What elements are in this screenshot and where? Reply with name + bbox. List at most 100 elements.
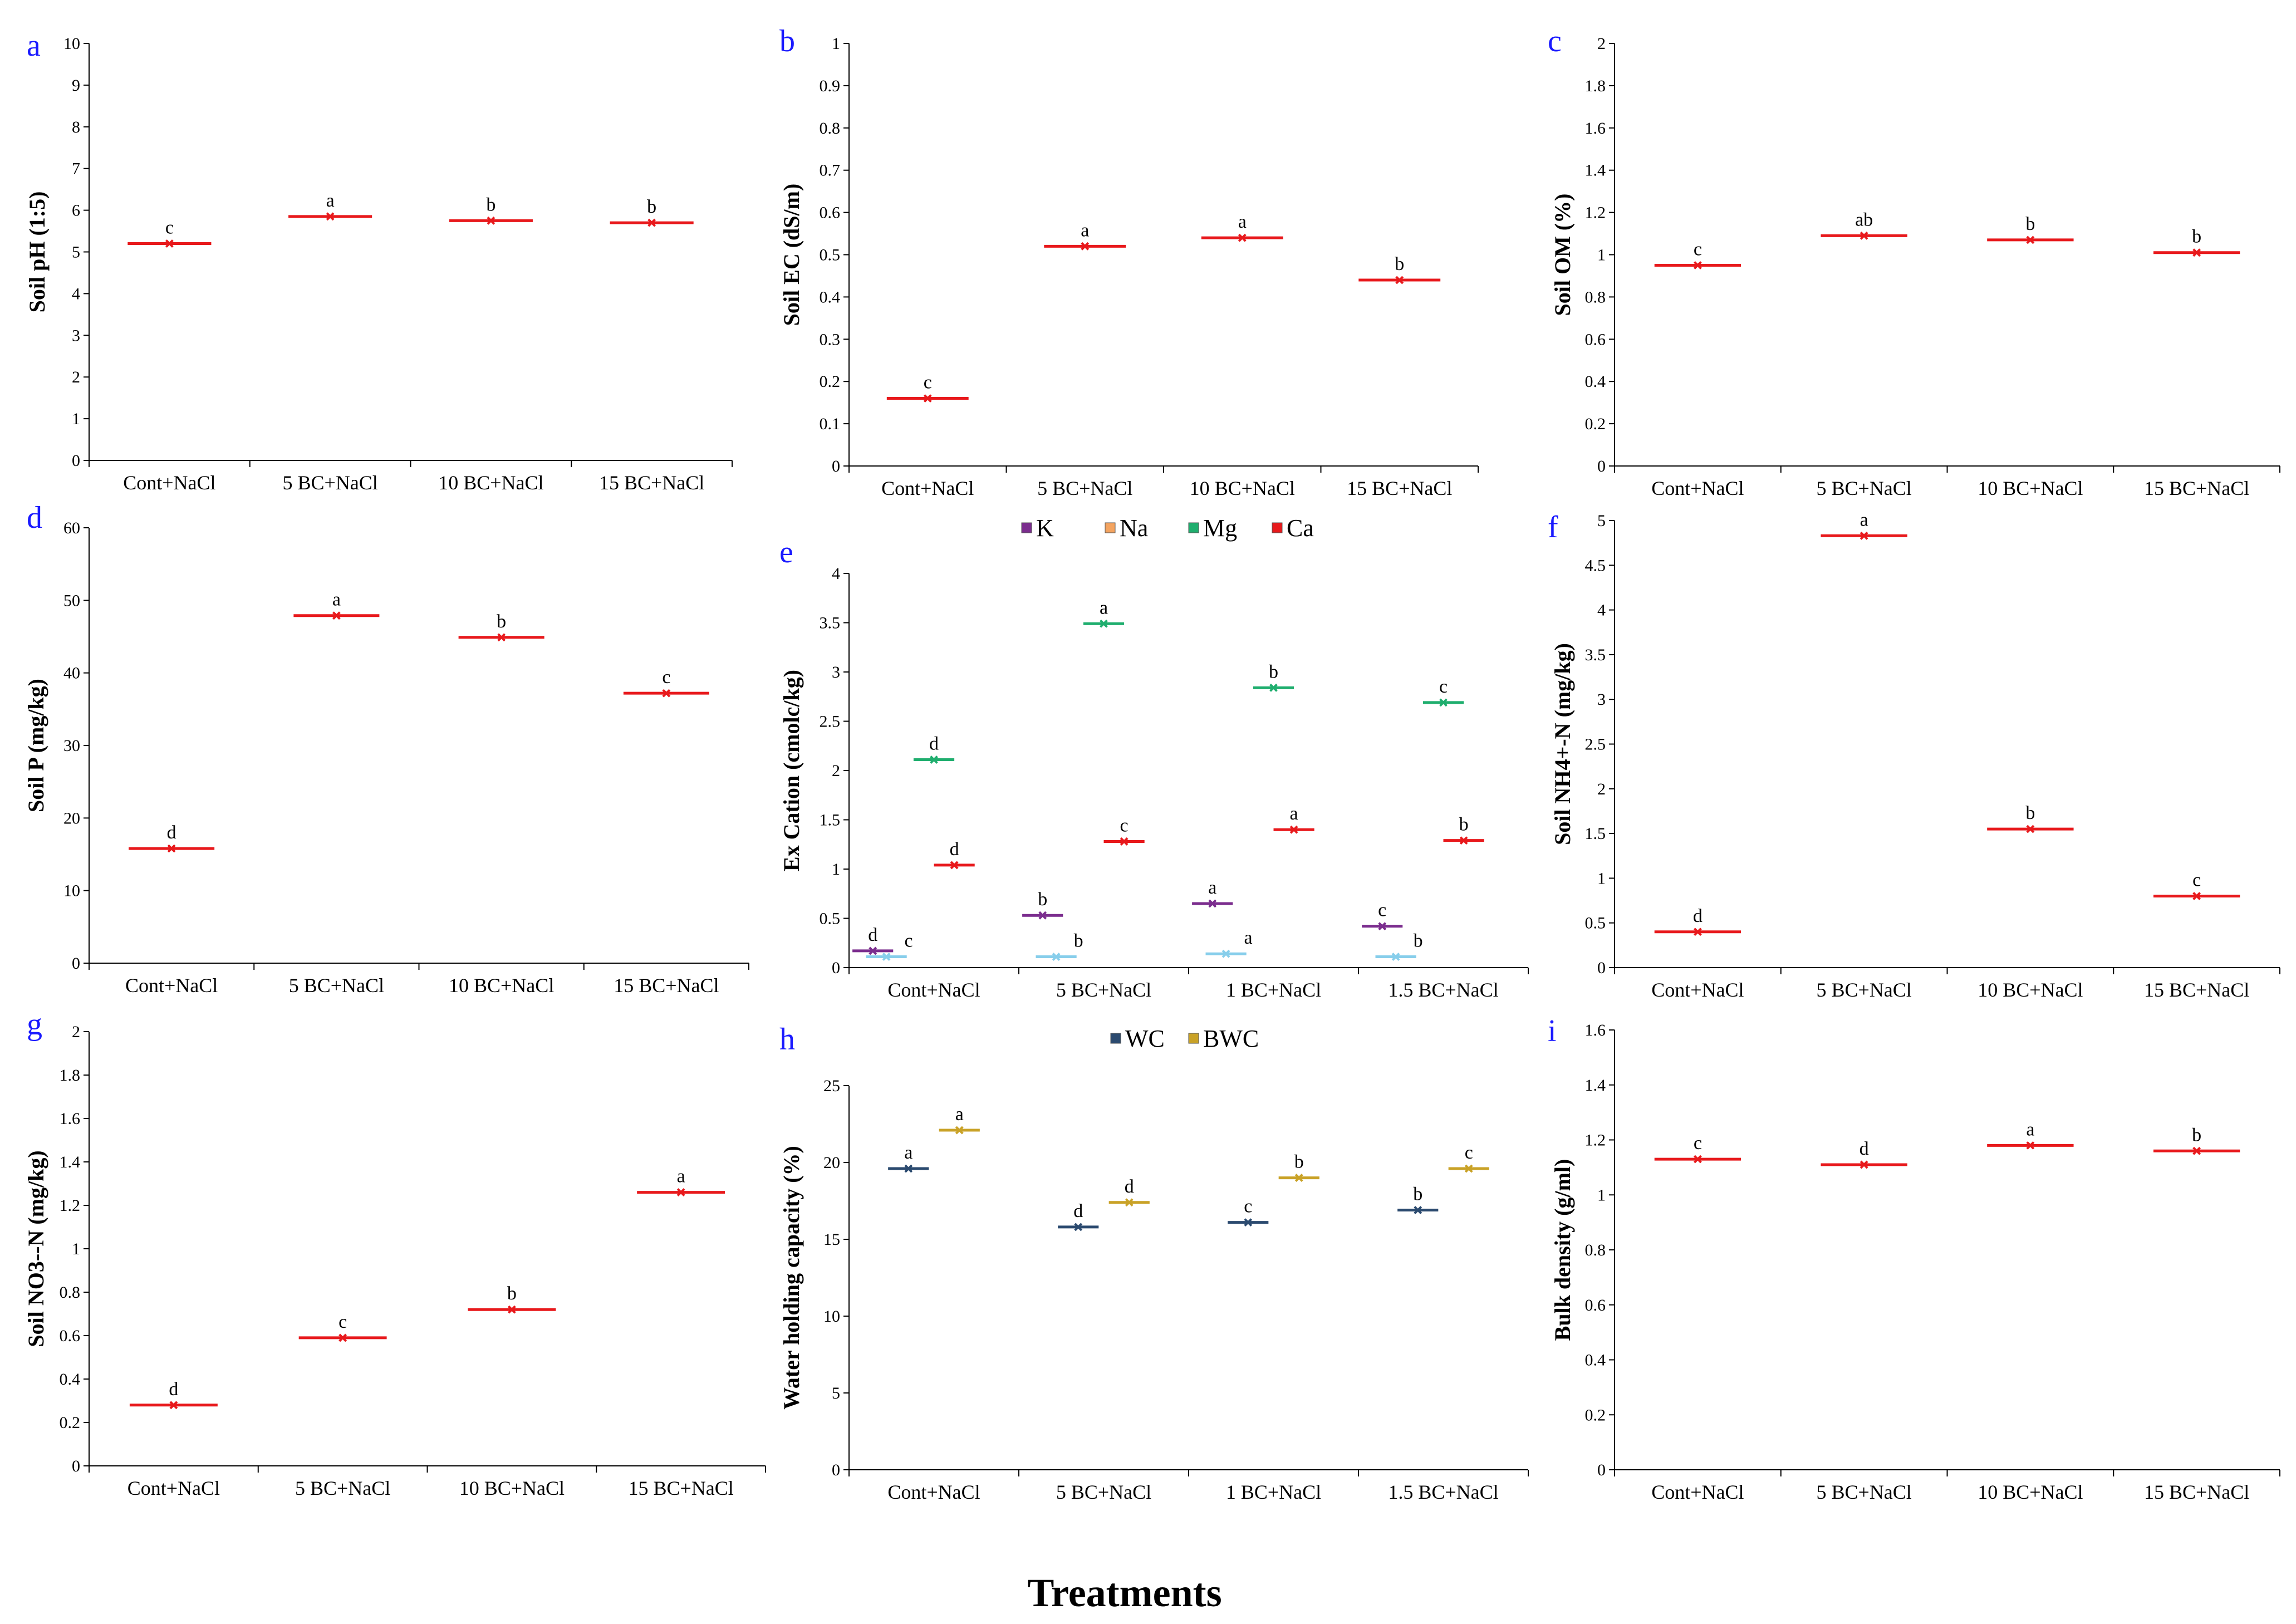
- x-tick-label: 5 BC+NaCl: [295, 1477, 390, 1499]
- x-tick-label: 5 BC+NaCl: [1816, 979, 1911, 1001]
- panel-letter: b: [779, 24, 795, 58]
- x-tick-label: 5 BC+NaCl: [1056, 979, 1151, 1001]
- x-tick-label: 10 BC+NaCl: [449, 974, 554, 997]
- significance-label: d: [1073, 1201, 1083, 1221]
- y-tick-label: 1.5: [820, 811, 841, 830]
- point-marker: [904, 1164, 913, 1173]
- y-tick-label: 0.6: [820, 204, 841, 222]
- y-tick-label: 30: [63, 737, 80, 755]
- point-marker: [647, 218, 656, 227]
- x-tick-label: 10 BC+NaCl: [1190, 477, 1295, 499]
- legend-label: WC: [1125, 1025, 1165, 1052]
- point-marker: [497, 633, 506, 642]
- y-tick-label: 0: [72, 954, 80, 973]
- panel-letter: f: [1548, 510, 1558, 544]
- legend-label: Mg: [1203, 514, 1237, 542]
- y-tick-label: 3.5: [1585, 646, 1606, 664]
- y-axis-title: Ex Cation (cmolc/kg): [779, 670, 804, 871]
- x-tick-label: 1 BC+NaCl: [1226, 979, 1321, 1001]
- series-bwc: a d b c: [939, 1104, 1489, 1207]
- y-tick-label: 0.4: [1585, 372, 1606, 391]
- significance-label: d: [169, 1379, 178, 1400]
- point-marker: [955, 1126, 964, 1135]
- panel-d: d 0 10 20 30 40 50 60 Cont+NaCl 5 BC+NaCl 10 BC+Na…: [23, 501, 749, 997]
- y-tick-label: 1: [1597, 869, 1606, 887]
- y-tick-label: 0.5: [820, 246, 841, 264]
- point-marker: [165, 239, 174, 248]
- legend-swatch: [1188, 1033, 1199, 1044]
- y-tick-label: 0.2: [1585, 1406, 1606, 1424]
- significance-label: c: [1439, 676, 1448, 697]
- significance-label: b: [1294, 1152, 1304, 1172]
- legend: WC BWC: [1110, 1025, 1259, 1052]
- series-k: d b a c: [852, 877, 1403, 955]
- panel-letter: h: [779, 1022, 795, 1057]
- panel-c: c 0 0.2 0.4 0.6 0.8 1 1.2 1.4 1.6 1.8 2 Cont+NaCl 5 B…: [1548, 24, 2280, 499]
- y-tick-label: 9: [72, 76, 80, 95]
- legend-swatch: [1272, 522, 1283, 533]
- y-axis-title: Soil pH (1:5): [24, 192, 50, 313]
- x-tick-label: 15 BC+NaCl: [1347, 477, 1452, 499]
- point-marker: [1052, 953, 1061, 961]
- panel-letter: d: [27, 501, 42, 535]
- significance-label: d: [1125, 1176, 1134, 1197]
- panel-g: g 0 0.2 0.4 0.6 0.8 1 1.2 1.4 1.6 1.8 2 Cont+NaCl 5 B…: [23, 1007, 766, 1499]
- point-marker: [676, 1188, 685, 1197]
- y-axis-title: Soil NO3--N (mg/kg): [23, 1150, 48, 1347]
- point-marker: [1693, 261, 1702, 269]
- legend-label: Na: [1120, 514, 1148, 542]
- y-tick-label: 0: [832, 457, 840, 475]
- y-tick-label: 2: [72, 368, 80, 386]
- significance-label: b: [497, 611, 506, 632]
- significance-label: c: [905, 931, 913, 951]
- point-marker: [1860, 231, 1868, 240]
- significance-label: b: [2192, 227, 2201, 247]
- y-tick-label: 10: [63, 35, 80, 53]
- significance-label: b: [1413, 1184, 1422, 1205]
- y-tick-label: 1: [1597, 1186, 1606, 1204]
- significance-label: a: [955, 1104, 964, 1125]
- y-tick-label: 0.8: [60, 1283, 81, 1302]
- y-tick-label: 4.5: [1585, 556, 1606, 575]
- x-tick-label: 5 BC+NaCl: [1816, 477, 1911, 499]
- point-marker: [487, 216, 495, 225]
- point-marker: [930, 755, 938, 764]
- y-tick-label: 1.6: [1585, 119, 1606, 138]
- series-values: d a b c: [1654, 509, 2240, 936]
- x-tick-label: 10 BC+NaCl: [1978, 1481, 2083, 1503]
- legend-swatch: [1105, 522, 1116, 533]
- y-axis-title: Soil OM (%): [1550, 194, 1575, 316]
- y-tick-label: 0.6: [1585, 330, 1606, 349]
- series-values: d a b c: [129, 590, 709, 853]
- significance-label: b: [486, 194, 495, 215]
- significance-label: c: [1694, 239, 1702, 259]
- significance-label: d: [167, 822, 176, 843]
- significance-label: d: [950, 839, 959, 860]
- significance-label: c: [1120, 815, 1129, 836]
- y-axis-title: Bulk density (g/ml): [1550, 1159, 1575, 1341]
- panel-letter: e: [779, 535, 793, 570]
- panel-letter: i: [1548, 1014, 1557, 1048]
- point-marker: [507, 1305, 516, 1314]
- significance-label: a: [1290, 803, 1298, 824]
- panel-f: f 0 0.5 1 1.5 2 2.5 3 3.5 4 4.5 5 Cont+NaCl 5 BC+NaCl…: [1548, 509, 2280, 1001]
- y-tick-label: 1.2: [60, 1196, 81, 1215]
- point-marker: [338, 1333, 347, 1342]
- significance-label: a: [1208, 877, 1216, 898]
- y-tick-label: 0.2: [60, 1414, 81, 1432]
- point-marker: [1693, 1155, 1702, 1164]
- y-tick-label: 1.6: [60, 1110, 81, 1128]
- y-tick-label: 0.7: [820, 161, 841, 180]
- point-marker: [1860, 1160, 1868, 1169]
- significance-label: b: [2025, 803, 2035, 823]
- significance-label: b: [1414, 931, 1423, 951]
- x-axis-title: Treatments: [1027, 1571, 1221, 1615]
- x-tick-label: 15 BC+NaCl: [2144, 477, 2249, 499]
- y-tick-label: 2: [832, 762, 840, 780]
- y-tick-label: 1: [1597, 246, 1606, 264]
- x-tick-label: 10 BC+NaCl: [1978, 979, 2083, 1001]
- x-tick-label: 10 BC+NaCl: [1978, 477, 2083, 499]
- point-marker: [2026, 235, 2035, 244]
- point-marker: [1391, 953, 1400, 961]
